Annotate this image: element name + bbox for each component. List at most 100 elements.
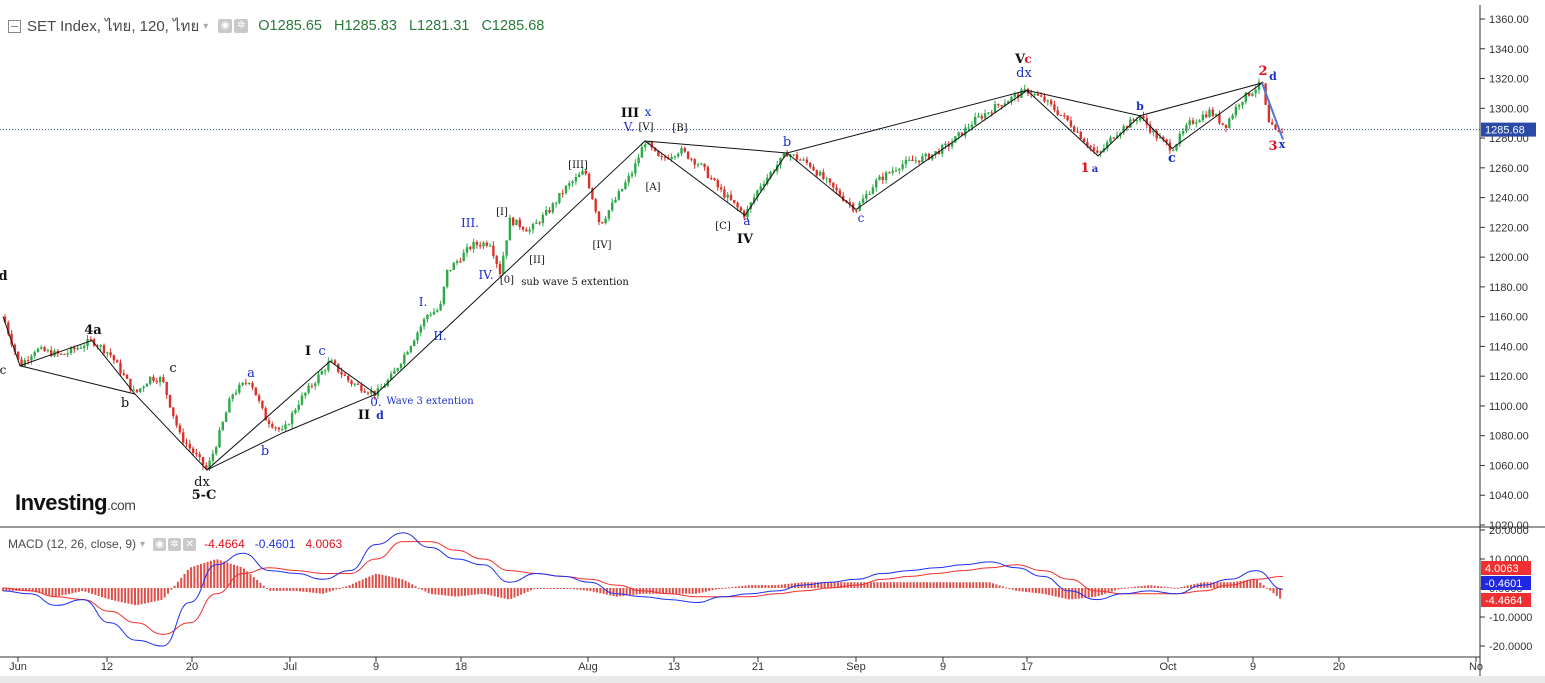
macd-histogram-bar [272,588,275,591]
candle-body [1135,120,1139,122]
macd-histogram-bar [879,582,882,588]
macd-histogram-bar [869,582,872,588]
macd-header: MACD (12, 26, close, 9) ▾ ◉ ✲ ✕ -4.4664 … [8,537,342,551]
candle-body [389,373,393,380]
macd-histogram-bar [652,588,655,594]
price-tick-label: 1180.00 [1489,282,1528,294]
macd-histogram-bar [170,588,173,590]
candle-body [762,183,766,187]
price-tick-label: 1160.00 [1489,312,1528,324]
symbol-title[interactable]: SET Index, ไทย, 120, ไทย [27,18,200,35]
candle-body [347,375,350,381]
macd-histogram-bar [1183,586,1186,588]
macd-histogram-bar [1256,579,1258,588]
candle-body [449,269,452,271]
macd-histogram-bar [886,582,889,588]
macd-histogram-bar [157,588,160,601]
macd-histogram-bar [988,582,991,588]
candle-body [630,173,634,176]
wave-label: [IV] [593,240,612,251]
collapse-icon[interactable] [8,19,21,33]
price-tick-label: 1260.00 [1489,163,1529,175]
macd-histogram-bar [1058,588,1060,598]
gear-icon[interactable]: ✲ [168,537,182,551]
eye-icon[interactable]: ◉ [218,19,233,33]
candle-body [413,340,416,347]
candle-body [188,443,191,449]
macd-histogram-bar [2,588,4,591]
macd-histogram-bar [365,577,367,588]
wave-label: c [858,211,865,225]
candle-body [1129,119,1132,128]
candle-body [363,391,366,393]
macd-histogram-bar [998,585,1001,588]
macd-histogram-bar [150,588,153,603]
macd-histogram-bar [1124,587,1126,589]
macd-histogram-bar [236,565,239,588]
candle-body [479,245,482,247]
close-icon[interactable]: ✕ [183,537,197,551]
candle-body [700,163,703,165]
macd-histogram-bar [919,582,922,588]
macd-histogram-bar [160,588,163,600]
macd-histogram-bar [440,588,443,596]
macd-histogram-bar [424,588,427,592]
candle-body [13,344,17,352]
wave-label: c [169,361,176,376]
macd-histogram-bar [153,588,156,602]
macd-histogram-bar [1051,588,1054,596]
candle-body [274,427,277,429]
macd-histogram-bar [71,588,74,594]
macd-histogram-bar [912,582,915,588]
macd-histogram-bar [1117,588,1120,590]
candle-body [406,352,409,355]
wave-label: I. [419,295,428,309]
candle-body [455,261,459,264]
macd-histogram-bar [952,582,955,588]
candle-body [350,380,353,385]
candle-body [175,416,178,426]
candle-body [1261,81,1264,84]
macd-histogram-bar [31,588,34,592]
macd-histogram-bar [480,588,483,594]
candle-body [7,322,10,334]
candle-body [594,199,597,212]
candle-body [977,116,980,118]
macd-histogram-bar [137,588,140,605]
candle-body [954,136,957,143]
candle-body [1175,144,1178,151]
chevron-down-icon[interactable]: ▾ [203,20,209,32]
candle-body [79,347,83,349]
candle-body [736,202,739,208]
candle-body [224,412,228,422]
macd-histogram-bar [239,566,242,588]
candle-body [416,332,419,341]
candle-body [746,208,749,218]
candle-body [587,173,591,189]
macd-histogram-bar [203,562,206,588]
candle-body [1046,100,1049,102]
chevron-down-icon[interactable]: ▾ [140,538,146,550]
macd-histogram-bar [718,588,721,589]
macd-histogram-bar [1008,588,1011,589]
candle-body [545,209,548,215]
macd-hist-value: -4.4664 [204,537,245,551]
candle-body [482,242,485,247]
macd-histogram-bar [460,588,463,597]
candle-body [627,175,630,183]
macd-histogram-bar [51,588,54,596]
candle-body [1040,95,1043,97]
gear-icon[interactable]: ✲ [234,19,249,33]
candle-body [1201,114,1205,121]
candle-body [726,194,729,198]
macd-histogram-bar [916,582,919,588]
macd-histogram-bar [526,588,529,592]
macd-histogram-bar [1249,579,1252,588]
candle-body [690,158,693,160]
macd-title[interactable]: MACD (12, 26, close, 9) [8,537,137,551]
macd-histogram-bar [1110,588,1113,592]
macd-histogram-bar [833,582,836,588]
eye-icon[interactable]: ◉ [153,537,167,551]
candle-body [693,159,696,165]
